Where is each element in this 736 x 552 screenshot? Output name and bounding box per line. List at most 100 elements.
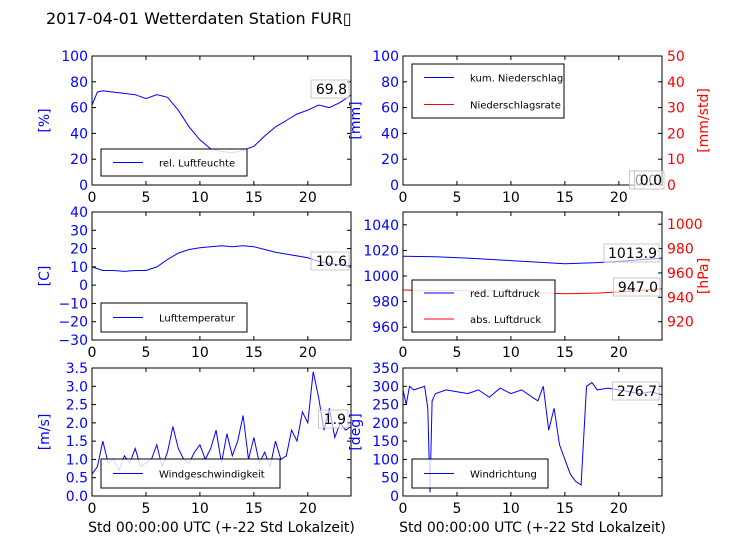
y-tick-label: 2.5 [66, 398, 88, 414]
y-axis-label: [m/s] [37, 414, 53, 451]
y2-axis-label: [mm/std] [696, 88, 712, 153]
series-line-1 [91, 90, 352, 154]
x-tick-label: 0 [399, 345, 408, 361]
annotation-value: 276.7 [617, 384, 657, 400]
y-tick-label: 20 [70, 242, 88, 258]
y2-tick-label: 10 [667, 152, 685, 168]
x-tick-label: 15 [556, 345, 574, 361]
y-tick-label: 1040 [363, 218, 399, 234]
legend: Windgeschwindigkeit [100, 458, 281, 489]
x-tick-label: 0 [399, 501, 408, 517]
x-tick-label: 15 [556, 501, 574, 517]
plot-frame [91, 55, 352, 186]
legend: Lufttemperatur [100, 302, 248, 333]
annotation-box [318, 409, 349, 429]
y-tick-label: 0 [79, 278, 88, 294]
x-tick-label: 10 [191, 190, 209, 206]
y-axis-label: [deg] [348, 413, 364, 450]
x-tick-label: 0 [88, 501, 97, 517]
annotation-value: 10.6 [316, 254, 347, 270]
y-tick-label: 20 [70, 152, 88, 168]
legend-label: Niederschlagsrate [470, 101, 561, 112]
y-tick-label: 60 [70, 101, 88, 117]
x-tick-label: 15 [245, 190, 263, 206]
y2-tick-label: 50 [667, 49, 685, 65]
x-tick-label: 10 [502, 501, 520, 517]
annotation-box [634, 170, 665, 190]
chart-panel-3: 0 5 10 15 20 −30 −20 −10 0 10 20 30 40 [C] Lufttempera… [37, 205, 352, 361]
annotation-box [310, 79, 350, 99]
annotation-value: 0.0 [640, 173, 662, 189]
series-line-1 [91, 245, 352, 272]
plot-frame [402, 367, 663, 497]
annotation-box [603, 243, 660, 263]
y-tick-label: 80 [70, 75, 88, 91]
legend-label: kum. Niederschlag [470, 74, 563, 85]
x-tick-label: 5 [141, 501, 150, 517]
x-tick-label: 5 [141, 345, 150, 361]
y-tick-label: 100 [372, 452, 399, 468]
y-tick-label: 200 [372, 416, 399, 432]
y-tick-label: 980 [372, 295, 399, 311]
y-axis-label: [C] [37, 266, 53, 287]
plot-frame [91, 211, 352, 341]
legend-label: abs. Luftdruck [470, 315, 541, 326]
y-tick-label: 100 [372, 49, 399, 65]
y-tick-label: 150 [372, 434, 399, 450]
y-axis-label: [%] [37, 108, 53, 132]
y-tick-label: −30 [58, 333, 88, 349]
annotation-value: 1013.9 [608, 246, 657, 262]
annotation-box [310, 251, 350, 271]
chart-panel-2: 0 5 10 15 20 0 20 40 60 80 100 0 10 20 30 40 50 [mm] [mm/s… [348, 49, 712, 206]
legend-label: Windrichtung [470, 470, 537, 481]
y-tick-label: −20 [58, 315, 88, 331]
annotation-value: 69.8 [316, 82, 347, 98]
x-tick-label: 5 [452, 190, 461, 206]
legend: rel. Luftfeuchte [100, 148, 248, 177]
annotation-value: 947.0 [618, 280, 658, 296]
legend: kum. Niederschlag Niederschlagsrate [411, 63, 565, 119]
annotation-box [612, 381, 660, 401]
legend-label: rel. Luftfeuchte [159, 159, 235, 170]
x-tick-label: 20 [610, 190, 628, 206]
y-tick-label: 1.0 [66, 452, 88, 468]
legend: red. Luftdruck abs. Luftdruck [411, 279, 556, 333]
x-tick-label: 5 [452, 345, 461, 361]
y-tick-label: 30 [70, 223, 88, 239]
chart-panel-4: 0 5 10 15 20 960 980 1000 1020 1040 920 940 960 980 10… [363, 211, 712, 361]
y-tick-label: 1020 [363, 243, 399, 259]
x-tick-label: 10 [191, 501, 209, 517]
x-tick-label: 0 [399, 190, 408, 206]
y-tick-label: 1.5 [66, 434, 88, 450]
y-tick-label: 50 [381, 471, 399, 487]
chart-panel-5: 0 5 10 15 20 0.0 0.5 1.0 1.5 2.0 2.5 3.0 3.5 [m/s] Std… [37, 361, 355, 536]
y-tick-label: 0.5 [66, 471, 88, 487]
x-tick-label: 0 [88, 345, 97, 361]
x-tick-label: 20 [299, 501, 317, 517]
x-tick-label: 20 [299, 345, 317, 361]
y-axis-label: [mm] [348, 101, 364, 139]
y-tick-label: 3.5 [66, 361, 88, 377]
y-tick-label: 60 [381, 101, 399, 117]
plot-frame [91, 367, 352, 497]
series-line-1 [402, 381, 663, 493]
y-tick-label: 300 [372, 379, 399, 395]
y-tick-label: 960 [372, 320, 399, 336]
x-tick-label: 20 [610, 345, 628, 361]
y2-tick-label: 0 [667, 178, 676, 194]
y2-tick-label: 20 [667, 126, 685, 142]
x-tick-label: 0 [88, 190, 97, 206]
y-tick-label: −10 [58, 296, 88, 312]
x-tick-label: 5 [452, 501, 461, 517]
y-tick-label: 350 [372, 361, 399, 377]
y2-tick-label: 30 [667, 101, 685, 117]
legend-box [411, 279, 556, 333]
y-tick-label: 40 [70, 126, 88, 142]
y-tick-label: 20 [381, 152, 399, 168]
y2-axis-label: [hPa] [696, 258, 712, 294]
y-tick-label: 80 [381, 75, 399, 91]
y-tick-label: 0.0 [66, 489, 88, 505]
y2-tick-label: 960 [667, 266, 694, 282]
